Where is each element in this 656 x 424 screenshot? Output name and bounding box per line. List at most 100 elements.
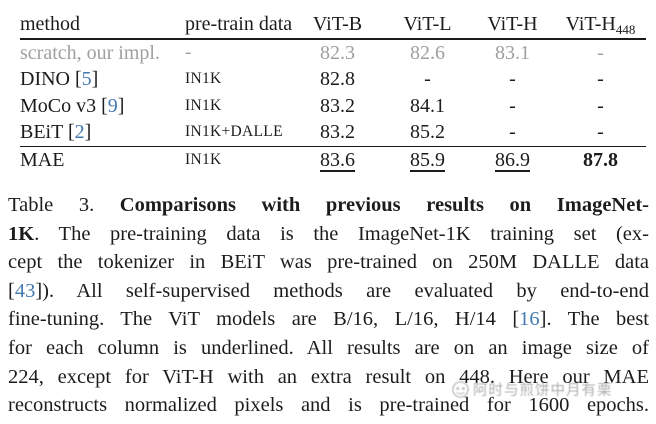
value: 83.2 (320, 121, 355, 144)
value: 83.1 (495, 42, 530, 64)
method-cell: DINO [5] (20, 66, 185, 92)
value: - (597, 42, 604, 64)
table-row: DINO [5] IN1K 82.8- - - (20, 66, 646, 92)
value-cell: 85.9 (385, 147, 470, 173)
value-cell: 86.9 (470, 147, 555, 173)
caption-segment: Comparisons with previous results on Ima… (119, 194, 649, 216)
caption-line: cept the tokenizer in BEiT was pre-train… (8, 248, 649, 277)
table-caption: Table 3. Comparisons with previous resul… (8, 191, 649, 420)
caption-segment: 16 (519, 308, 540, 331)
col-header-method: method (20, 13, 80, 35)
value-cell: 84.1 (385, 93, 470, 119)
value: 82.8 (320, 68, 355, 91)
caption-segment: Table 3. (8, 194, 120, 216)
col-header-label: ViT-B (312, 13, 363, 35)
value: - (509, 121, 516, 144)
value: - (424, 68, 431, 91)
value-cell: 82.6 (385, 40, 470, 66)
table-body: scratch, our impl. -82.3 82.6 83.1- DINO [5]… (20, 40, 646, 173)
pretrain-cell: IN1K (185, 70, 222, 88)
pretrain-cell: IN1K (185, 150, 222, 168)
table-row: scratch, our impl. - 82.3 82.6 83.1 - (20, 40, 646, 66)
table-row: MoCo v3 [9] IN1K 83.2 84.1- - (20, 93, 646, 119)
value-cell: - (555, 66, 646, 92)
citation: [9] (96, 94, 125, 117)
method-cell: MoCo v3 [9] (20, 93, 185, 119)
method-cell: scratch, our impl. (20, 40, 185, 66)
value: 82.6 (410, 42, 445, 64)
citation-number: 2 (74, 121, 85, 144)
caption-segment: fine-tuning. The ViT models are B/16, L/… (8, 308, 520, 331)
caption-segment: 224, except for ViT-H with an extra resu… (8, 365, 649, 388)
caption-line: reconstructs normalized pixels and is pr… (8, 391, 649, 420)
citation-number: 9 (107, 94, 118, 117)
caption-line: fine-tuning. The ViT models are B/16, L/… (8, 305, 649, 334)
value: 87.8 (583, 148, 618, 171)
value: - (597, 68, 604, 91)
citation-number: 5 (81, 68, 92, 91)
caption-segment: ]. The best (539, 308, 649, 331)
caption-line: for each column is underlined. All resul… (8, 334, 649, 363)
col-header-label: ViT-H (487, 13, 538, 35)
method-name: MoCo v3 (20, 94, 97, 117)
col-header-vit-l: ViT-L (385, 8, 470, 46)
col-header-pretrain: pre-train data (185, 13, 293, 35)
method-name: DINO (20, 68, 70, 91)
col-header-vit-h448: ViT-H448 (555, 8, 646, 46)
caption-segment: . The pre-training data is the ImageNet-… (34, 222, 649, 245)
value: - (509, 68, 516, 91)
col-header-vit-h: ViT-H (470, 8, 555, 46)
citation: [5] (70, 68, 99, 91)
caption-segment: 1K (8, 222, 35, 245)
method-cell: BEiT [2] (20, 119, 185, 145)
table-row: BEiT [2] IN1K+DALLE 83.2 85.2- - (20, 119, 646, 147)
value-cell: - (385, 66, 470, 92)
value-cell: - (555, 93, 646, 119)
table-header-row: method pre-train data ViT-B ViT-L ViT-H … (20, 8, 646, 40)
caption-line: 224, except for ViT-H with an extra resu… (8, 363, 649, 392)
value-cell: - (470, 93, 555, 119)
method-name: MAE (20, 148, 65, 171)
value-cell: 82.3 (290, 40, 385, 66)
col-header-subscript: 448 (615, 22, 636, 37)
results-table: method pre-train data ViT-B ViT-L ViT-H … (20, 8, 646, 173)
caption-segment: 43 (14, 279, 36, 302)
value-cell: - (470, 66, 555, 92)
value: 83.2 (320, 94, 355, 117)
caption-line: [43]). All self-supervised methods are e… (8, 277, 649, 306)
value: - (597, 121, 604, 144)
col-header-label: ViT-L (403, 13, 452, 35)
caption-segment: cept the tokenizer in BEiT was pre-train… (8, 251, 649, 274)
caption-segment: for each column is underlined. All resul… (8, 336, 649, 359)
table-row: MAE IN1K 83.6 85.9 86.9 87.8 (20, 147, 646, 173)
caption-segment: reconstructs normalized pixels and is pr… (8, 394, 649, 417)
value: 83.6 (320, 148, 355, 171)
method-name: scratch, our impl. (20, 42, 160, 64)
value-cell: 83.1 (470, 40, 555, 66)
caption-segment: ]). All self-supervised methods are eval… (35, 279, 649, 302)
citation: [2] (62, 121, 92, 144)
value: 85.2 (410, 121, 445, 144)
value-cell: 83.2 (290, 93, 385, 119)
value-cell: - (470, 119, 555, 145)
value: 84.1 (410, 94, 445, 117)
pretrain-cell: IN1K+DALLE (185, 123, 283, 141)
value: 82.3 (320, 42, 355, 64)
col-header-label: ViT-H (565, 13, 616, 35)
value-cell: 85.2 (385, 119, 470, 145)
value: 86.9 (495, 148, 530, 171)
value-cell: 87.8 (555, 147, 646, 173)
value-cell: 82.8 (290, 66, 385, 92)
value-cell: 83.2 (290, 119, 385, 145)
value: - (597, 94, 604, 117)
value-cell: - (555, 40, 646, 66)
value: - (509, 94, 516, 117)
value-cell: - (555, 119, 646, 145)
pretrain-cell: - (185, 42, 192, 63)
col-header-vit-b: ViT-B (290, 8, 385, 46)
caption-line: 1K. The pre-training data is the ImageNe… (8, 220, 649, 249)
method-cell: MAE (20, 147, 185, 173)
value: 85.9 (410, 148, 445, 171)
method-name: BEiT (20, 121, 63, 144)
caption-line: Table 3. Comparisons with previous resul… (8, 191, 649, 220)
